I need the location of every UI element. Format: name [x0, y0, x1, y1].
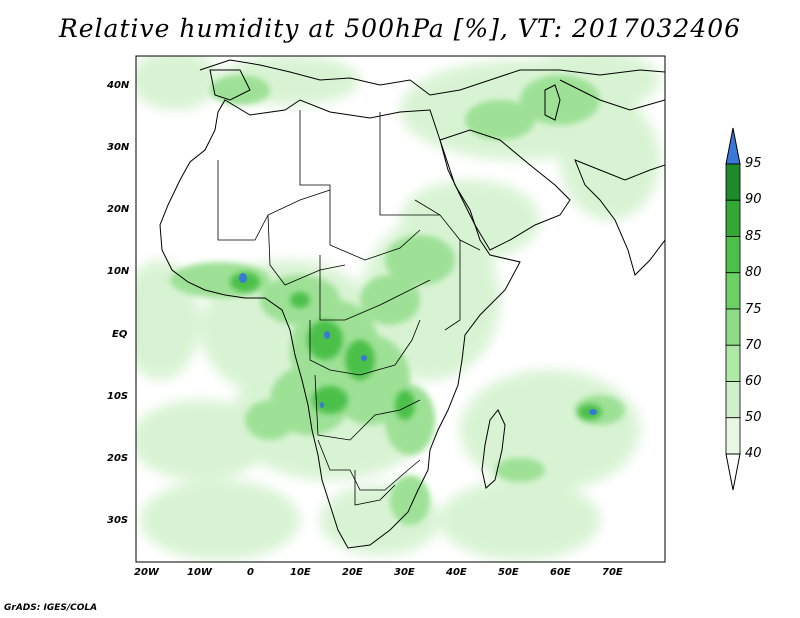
- lat-label-10n: 10N: [107, 266, 130, 277]
- lon-label-0: 0: [247, 567, 254, 578]
- colorbar-bottom-arrow: [725, 453, 741, 491]
- lon-label-60e: 60E: [550, 567, 571, 578]
- colorbar-label-80: 80: [745, 265, 762, 280]
- colorbar-label-85: 85: [745, 229, 762, 244]
- colorbar-box: [725, 417, 741, 455]
- colorbar-label-90: 90: [745, 192, 762, 207]
- colorbar-label-40: 40: [745, 446, 762, 461]
- colorbar-label-50: 50: [745, 410, 762, 425]
- coastline-outlines: [159, 59, 665, 549]
- colorbar-box: [725, 236, 741, 274]
- footer-credit: GrADS: IGES/COLA: [4, 603, 98, 613]
- lon-label-70e: 70E: [602, 567, 623, 578]
- lon-label-30e: 30E: [394, 567, 415, 578]
- colorbar-box: [725, 344, 741, 382]
- lat-label-20n: 20N: [107, 204, 130, 215]
- colorbar-top-arrow: [725, 127, 741, 165]
- humidity-field: [136, 56, 665, 560]
- colorbar: [725, 127, 741, 491]
- lon-label-50e: 50E: [498, 567, 519, 578]
- colorbar-label-95: 95: [745, 156, 762, 171]
- lat-label-40n: 40N: [107, 80, 130, 91]
- lon-label-10w: 10W: [187, 567, 212, 578]
- colorbar-box: [725, 199, 741, 237]
- lon-label-20e: 20E: [342, 567, 363, 578]
- lon-label-20w: 20W: [134, 567, 159, 578]
- chart-title: Relative humidity at 500hPa [%], VT: 201…: [58, 14, 742, 43]
- lat-label-20s: 20S: [107, 453, 129, 464]
- colorbar-box: [725, 163, 741, 201]
- country-borders: [217, 110, 481, 506]
- colorbar-label-70: 70: [745, 338, 762, 353]
- colorbar-box: [725, 308, 741, 346]
- lon-label-40e: 40E: [446, 567, 467, 578]
- lat-label-30s: 30S: [107, 515, 129, 526]
- colorbar-label-75: 75: [745, 302, 762, 317]
- lat-label-eq: EQ: [112, 329, 128, 340]
- colorbar-label-60: 60: [745, 374, 762, 389]
- lat-label-30n: 30N: [107, 142, 130, 153]
- map-panel: [135, 55, 666, 563]
- lat-label-10s: 10S: [107, 391, 129, 402]
- lon-label-10e: 10E: [290, 567, 311, 578]
- colorbar-box: [725, 381, 741, 419]
- colorbar-box: [725, 272, 741, 310]
